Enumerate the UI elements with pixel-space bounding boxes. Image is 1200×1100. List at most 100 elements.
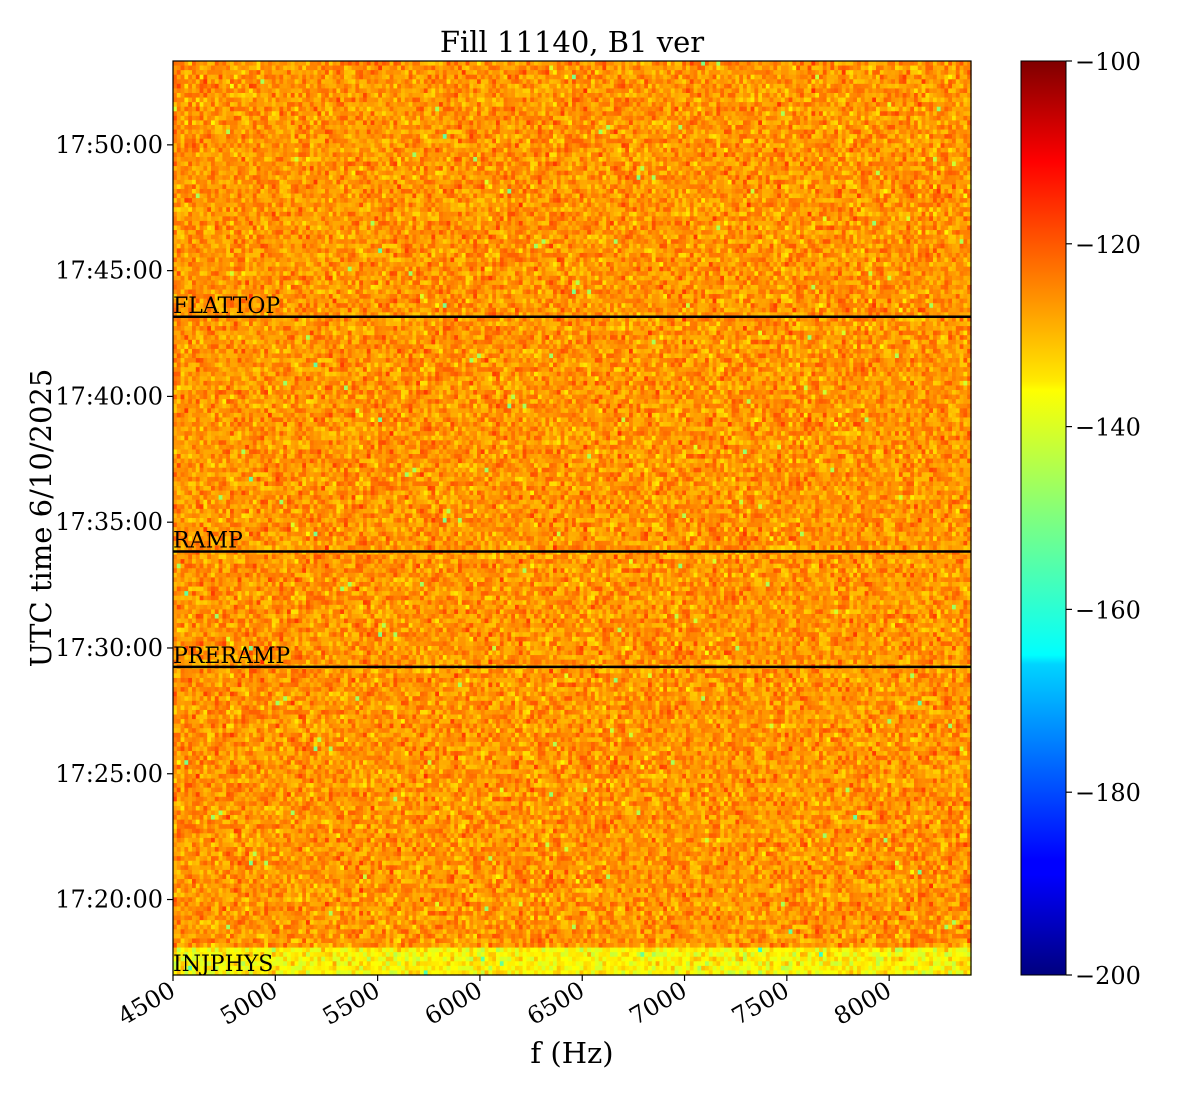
heatmap-cell [629,70,634,76]
heatmap-cell [651,166,657,172]
heatmap-cell [803,134,809,140]
heatmap-cell [173,115,178,122]
heatmap-cell [651,65,657,71]
heatmap-cell [602,83,607,90]
heatmap-cell [739,156,744,163]
heatmap-cell [739,74,744,80]
heatmap-cell [492,92,497,99]
heatmap-cell [693,134,698,140]
heatmap-cell [378,129,383,135]
heatmap-cell [518,88,524,94]
heatmap-cell [507,120,512,126]
heatmap-cell [887,115,892,122]
heatmap-cell [750,115,755,122]
heatmap-cell [496,134,501,140]
heatmap-cell [594,147,600,153]
heatmap-cell [606,115,611,122]
heatmap-cell [720,143,725,149]
heatmap-cell [488,134,493,140]
heatmap-cell [838,102,843,108]
heatmap-cell [283,156,288,163]
heatmap-cell [328,97,334,103]
heatmap-cell [674,166,679,172]
heatmap-cell [860,134,866,140]
heatmap-cell [214,65,220,71]
heatmap-cell [340,74,345,80]
heatmap-cell [545,152,550,158]
heatmap-cell [697,88,702,94]
heatmap-cell [473,61,478,67]
heatmap-cell [743,102,748,108]
heatmap-cell [188,124,193,131]
heatmap-cell [811,70,816,76]
heatmap-cell [568,152,573,158]
heatmap-cell [841,111,847,117]
heatmap-cell [458,65,463,71]
heatmap-cell [955,120,961,126]
heatmap-cell [819,102,824,108]
heatmap-cell [594,120,600,126]
heatmap-cell [712,156,717,163]
heatmap-cell [765,138,771,144]
heatmap-cell [857,115,862,122]
heatmap-cell [260,83,265,90]
heatmap-cell [176,79,182,85]
heatmap-cell [872,156,877,163]
heatmap-cell [317,156,322,163]
heatmap-cell [815,115,820,122]
heatmap-cell [237,74,242,80]
heatmap-cell [526,156,531,163]
heatmap-cell [249,97,254,103]
heatmap-cell [803,79,809,85]
heatmap-cell [716,129,721,135]
heatmap-cell [963,129,968,135]
heatmap-cell [256,106,261,112]
heatmap-cell [347,152,353,158]
heatmap-cell [849,156,854,163]
heatmap-cell [560,106,565,112]
heatmap-cell [803,106,809,112]
heatmap-cell [860,65,866,71]
heatmap-cell [667,138,672,144]
heatmap-cell [283,102,288,108]
heatmap-cell [306,65,311,71]
heatmap-cell [796,61,801,67]
heatmap-cell [180,92,185,99]
heatmap-cell [625,143,630,149]
heatmap-cell [556,70,562,76]
heatmap-cell [708,166,714,172]
heatmap-cell [583,111,588,117]
heatmap-cell [606,129,611,135]
heatmap-cell [416,115,421,122]
heatmap-cell [423,79,429,85]
heatmap-cell [218,83,223,90]
heatmap-cell [545,120,550,126]
heatmap-cell [800,156,805,163]
heatmap-cell [788,97,793,103]
heatmap-cell [252,65,258,71]
heatmap-cell [898,124,904,131]
heatmap-cell [853,120,858,126]
heatmap-cell [617,61,622,67]
heatmap-cell [442,129,448,135]
heatmap-cell [765,70,771,76]
heatmap-cell [192,156,197,163]
heatmap-cell [891,74,896,80]
heatmap-cell [739,152,744,158]
heatmap-cell [302,79,307,85]
heatmap-cell [382,115,387,122]
heatmap-cell [940,111,945,117]
heatmap-cell [230,83,235,90]
heatmap-cell [727,147,733,153]
heatmap-cell [716,124,721,131]
heatmap-cell [245,61,250,67]
heatmap-cell [876,120,881,126]
heatmap-cell [287,65,292,71]
heatmap-cell [841,161,847,167]
heatmap-cell [811,111,816,117]
heatmap-cell [784,83,790,90]
heatmap-cell [914,92,919,99]
heatmap-cell [214,152,220,158]
heatmap-cell [207,120,212,126]
heatmap-cell [465,129,470,135]
